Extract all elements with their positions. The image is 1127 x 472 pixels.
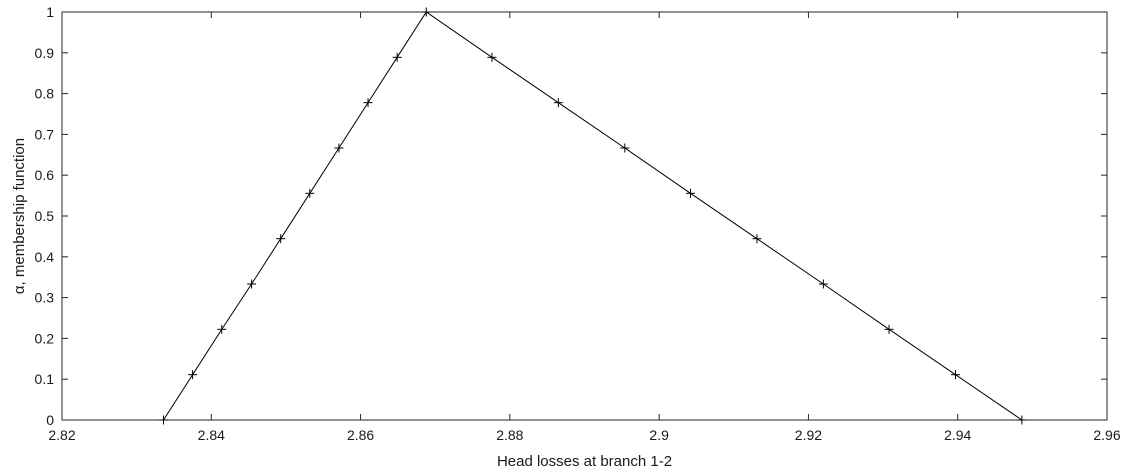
y-tick-label: 0.9: [35, 45, 55, 61]
x-tick-label: 2.92: [795, 427, 822, 443]
x-tick-label: 2.82: [48, 427, 75, 443]
tick-labels: 2.82 2.84 2.86 2.88 2.9 2.92 2.94 2.96 0 0.1 0.2 0.…: [35, 4, 1121, 443]
data-point: [247, 279, 257, 289]
data-point: [334, 143, 344, 153]
y-tick-label: 0.1: [35, 371, 55, 387]
y-tick-label: 0.8: [35, 86, 55, 102]
y-tick-label: 1: [46, 4, 54, 20]
data-point: [1017, 415, 1027, 425]
y-tick-label: 0.5: [35, 208, 55, 224]
plot-area: [61, 11, 1108, 421]
data-point: [752, 234, 762, 244]
plot-frame: [61, 11, 1108, 421]
data-point: [276, 234, 286, 244]
y-tick-label: 0.7: [35, 126, 55, 142]
y-tick-label: 0.2: [35, 330, 55, 346]
series-layer: [159, 7, 1027, 425]
data-point: [363, 98, 373, 108]
data-point: [421, 7, 431, 17]
data-point: [392, 52, 402, 62]
data-point: [685, 188, 695, 198]
data-point: [305, 188, 315, 198]
y-tick-label: 0: [46, 412, 54, 428]
axis-ticks: [61, 11, 1108, 421]
data-point: [553, 98, 563, 108]
data-point: [217, 324, 227, 334]
data-point: [188, 370, 198, 380]
y-axis-label: α, membership function: [11, 138, 28, 294]
x-axis-label: Head losses at branch 1-2: [497, 453, 672, 470]
x-tick-label: 2.86: [347, 427, 374, 443]
x-tick-label: 2.96: [1093, 427, 1120, 443]
x-tick-label: 2.9: [649, 427, 669, 443]
data-point: [487, 52, 497, 62]
series-line: [163, 11, 1023, 421]
data-point: [818, 279, 828, 289]
x-tick-label: 2.88: [496, 427, 523, 443]
data-point: [620, 143, 630, 153]
data-point: [884, 324, 894, 334]
y-tick-label: 0.6: [35, 167, 55, 183]
data-point: [950, 370, 960, 380]
y-tick-label: 0.3: [35, 290, 55, 306]
data-point: [159, 415, 169, 425]
x-tick-label: 2.94: [944, 427, 971, 443]
x-tick-label: 2.84: [198, 427, 225, 443]
y-tick-label: 0.4: [35, 249, 55, 265]
